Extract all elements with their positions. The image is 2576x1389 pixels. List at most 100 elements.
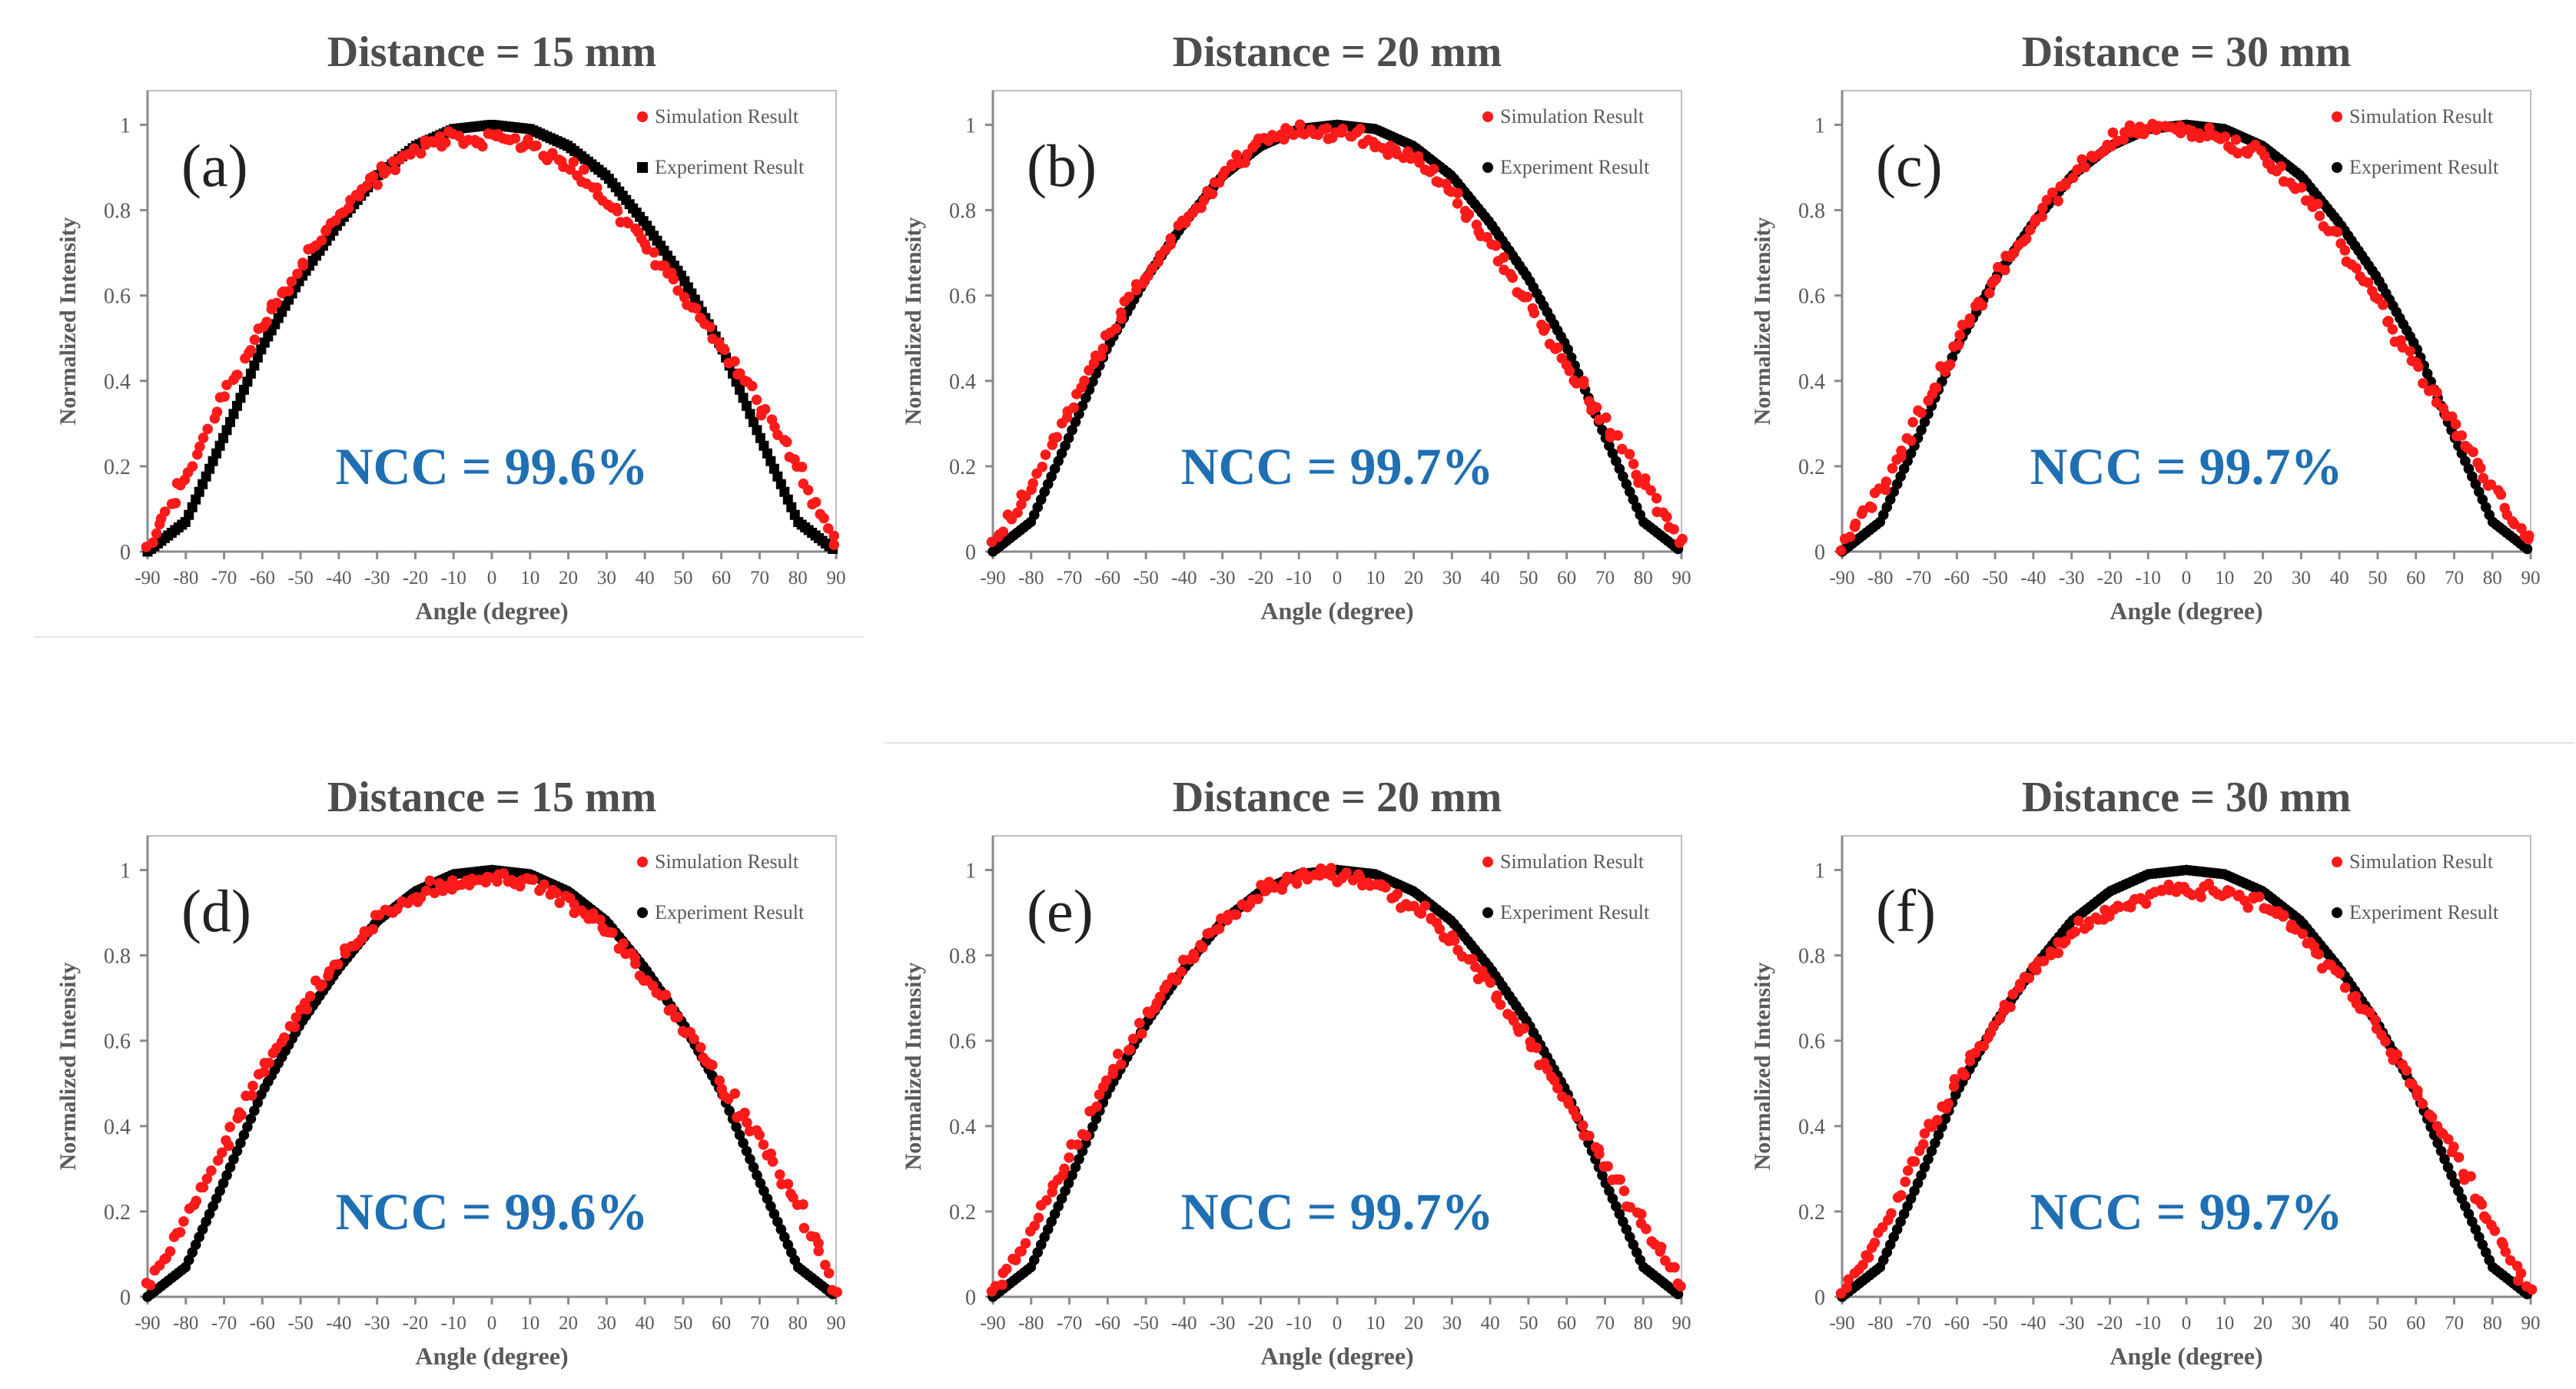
simulation-point: [2278, 910, 2289, 921]
simulation-point: [672, 285, 683, 296]
x-tick-label: -70: [1906, 568, 1931, 588]
panel-title: Distance = 30 mm: [2022, 28, 2352, 76]
x-axis-label: Angle (degree): [415, 597, 568, 625]
simulation-point: [211, 406, 223, 417]
simulation-point: [1990, 273, 2002, 285]
simulation-point: [1618, 1185, 1630, 1197]
x-tick-label: -20: [403, 1313, 428, 1334]
y-tick-label: 0.6: [104, 1030, 131, 1054]
simulation-point: [1291, 878, 1303, 889]
simulation-point: [759, 403, 771, 415]
simulation-series: [986, 863, 1686, 1297]
simulation-point: [159, 506, 171, 517]
simulation-point: [1171, 975, 1183, 986]
x-tick-label: -70: [211, 1313, 237, 1334]
simulation-point: [187, 461, 198, 472]
simulation-point: [286, 276, 297, 287]
experiment-point: [224, 1162, 236, 1173]
y-tick-label: 1: [1814, 859, 1825, 883]
x-tick-label: 10: [520, 568, 539, 588]
simulation-point: [148, 537, 158, 549]
simulation-point: [1850, 518, 1861, 529]
x-tick-label: 70: [2445, 568, 2464, 588]
simulation-point: [1188, 948, 1200, 960]
experiment-point: [242, 376, 253, 387]
simulation-point: [2378, 300, 2388, 310]
simulation-point: [1490, 240, 1502, 251]
experiment-point: [748, 1162, 759, 1173]
simulation-point: [232, 370, 243, 380]
simulation-point: [782, 1178, 794, 1189]
simulation-point: [271, 297, 282, 309]
y-tick-label: 0.2: [1798, 456, 1825, 479]
simulation-point: [997, 1279, 1007, 1291]
y-tick-label: 0.2: [1798, 1201, 1825, 1225]
simulation-point: [1227, 161, 1237, 172]
x-tick-label: 50: [2368, 1313, 2387, 1334]
simulation-point: [1964, 313, 1976, 324]
simulation-point: [1029, 1220, 1040, 1232]
y-tick-label: 0.8: [949, 200, 976, 224]
x-axis-label: Angle (degree): [415, 1342, 568, 1370]
panel-tag: (a): [181, 132, 248, 199]
simulation-point: [1953, 340, 1964, 350]
simulation-point: [2060, 177, 2071, 188]
simulation-point: [2230, 134, 2242, 145]
simulation-point: [429, 887, 440, 899]
simulation-point: [1601, 412, 1612, 423]
simulation-series: [1835, 118, 2535, 556]
simulation-point: [1540, 322, 1551, 333]
simulation-point: [2007, 989, 2019, 1000]
y-axis-label: Normalized Intensity: [55, 963, 81, 1171]
experiment-point: [765, 456, 776, 466]
simulation-point: [301, 1003, 313, 1015]
simulation-point: [2225, 886, 2236, 897]
experiment-point: [1074, 1154, 1084, 1165]
x-tick-label: 40: [636, 568, 655, 588]
simulation-point: [828, 539, 840, 551]
experiment-point: [1930, 1138, 1940, 1149]
simulation-point: [813, 1238, 824, 1249]
simulation-point: [1651, 492, 1662, 504]
simulation-point: [2276, 161, 2286, 172]
experiment-point: [782, 494, 793, 505]
y-tick-label: 0.8: [1798, 200, 1825, 224]
simulation-point: [1930, 382, 1942, 393]
simulation-point: [568, 157, 579, 167]
simulation-point: [689, 1033, 699, 1044]
panel-title: Distance = 30 mm: [2022, 774, 2352, 821]
simulation-point: [1612, 430, 1623, 441]
simulation-point: [1392, 888, 1403, 900]
simulation-point: [798, 1222, 810, 1234]
y-tick-label: 0.8: [1798, 945, 1825, 969]
simulation-point: [2369, 1014, 2381, 1026]
simulation-point: [1197, 942, 1208, 953]
legend-marker-simulation: [2332, 857, 2342, 867]
legend-label-simulation: Simulation Result: [1500, 105, 1645, 128]
simulation-point: [420, 885, 432, 897]
legend-marker-experiment: [2332, 162, 2342, 173]
experiment-point: [1597, 1170, 1608, 1181]
simulation-point: [1059, 1163, 1070, 1175]
simulation-point: [751, 394, 762, 406]
simulation-point: [2023, 973, 2035, 983]
simulation-point: [1498, 252, 1509, 263]
legend-marker-simulation: [2332, 111, 2342, 122]
x-tick-label: 20: [559, 1313, 578, 1334]
top-divider: [884, 742, 2574, 744]
simulation-point: [170, 497, 181, 509]
simulation-point: [1341, 867, 1352, 878]
simulation-point: [2431, 397, 2442, 408]
x-tick-label: 60: [712, 1313, 731, 1334]
simulation-point: [781, 436, 792, 448]
x-axis-label: Angle (degree): [1260, 597, 1413, 625]
x-tick-label: -50: [1133, 1313, 1158, 1334]
x-tick-label: 0: [1333, 1313, 1343, 1334]
x-tick-label: -80: [173, 1313, 198, 1334]
x-tick-label: -80: [1867, 1313, 1893, 1334]
simulation-point: [2297, 928, 2309, 940]
experiment-point: [201, 471, 211, 482]
y-tick-label: 1: [120, 114, 131, 138]
